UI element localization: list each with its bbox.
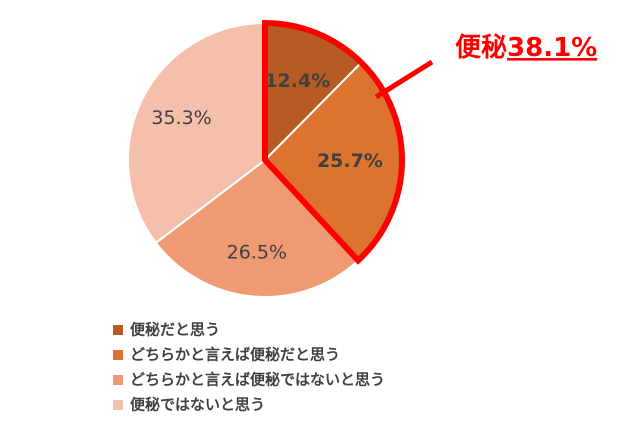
legend-swatch [113, 325, 123, 335]
legend-swatch [113, 375, 123, 385]
pie-slice [127, 21, 266, 245]
legend-label: どちらかと言えば便秘だと思う [130, 346, 340, 364]
data-label: 25.7% [317, 150, 383, 172]
legend-swatch [113, 400, 123, 410]
legend-label: 便秘ではないと思う [130, 396, 265, 414]
callout-line [374, 59, 434, 100]
data-label: 12.4% [264, 70, 330, 92]
annotation: 便秘38.1% [455, 32, 597, 63]
data-label: 35.3% [151, 107, 211, 129]
pie-slice [154, 158, 360, 298]
legend-label: 便秘だと思う [130, 321, 220, 339]
legend-label: どちらかと言えば便秘ではないと思う [130, 371, 385, 389]
annotation-value: 38.1% [507, 33, 597, 63]
legend-swatch [113, 350, 123, 360]
annotation-label: 便秘 [455, 32, 507, 63]
data-label: 26.5% [227, 241, 287, 263]
highlight-outline [262, 19, 405, 265]
